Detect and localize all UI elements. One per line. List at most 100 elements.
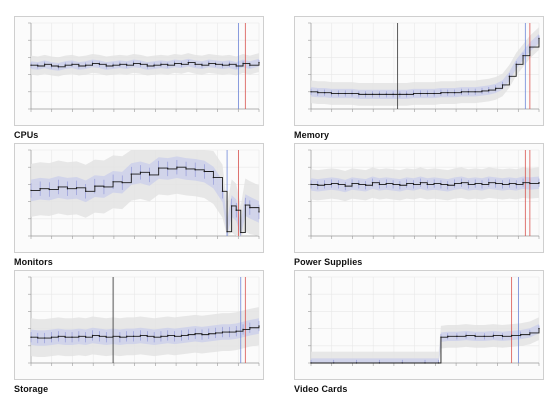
data-point xyxy=(126,64,128,66)
chart-tile-video-cards[interactable]: Video Cards xyxy=(294,270,546,400)
chart-tile-power-supplies[interactable]: Power Supplies xyxy=(294,143,546,273)
data-point xyxy=(515,63,517,65)
data-point xyxy=(71,63,73,65)
price-line xyxy=(311,182,540,187)
data-point xyxy=(85,336,87,338)
data-point xyxy=(201,64,203,66)
data-point xyxy=(520,333,522,336)
data-point xyxy=(173,62,176,65)
data-point xyxy=(146,335,148,338)
data-point xyxy=(474,91,476,93)
data-point xyxy=(508,75,511,78)
chart-video-cards xyxy=(294,270,544,380)
data-point xyxy=(157,167,160,169)
data-point xyxy=(378,183,381,186)
chart-title-cpus: CPUs xyxy=(14,130,39,140)
data-point xyxy=(481,90,483,92)
data-point xyxy=(355,362,358,364)
data-point xyxy=(221,64,224,66)
data-point xyxy=(201,333,203,336)
range-band-inner xyxy=(31,156,259,236)
data-point xyxy=(344,92,346,95)
data-point xyxy=(310,91,312,93)
data-point xyxy=(208,62,210,65)
data-point xyxy=(194,169,196,171)
data-point xyxy=(37,65,39,67)
data-point xyxy=(39,188,41,190)
data-point xyxy=(433,182,435,185)
data-point xyxy=(401,362,403,364)
data-point xyxy=(50,336,53,338)
data-point xyxy=(167,168,169,170)
data-point xyxy=(258,211,260,213)
chart-monitors xyxy=(14,143,264,253)
chart-storage xyxy=(14,270,264,380)
data-point xyxy=(323,91,326,94)
data-point xyxy=(78,65,80,67)
data-point xyxy=(112,64,114,66)
data-point xyxy=(244,204,247,206)
data-point xyxy=(173,335,176,338)
data-point xyxy=(378,93,381,96)
data-point xyxy=(230,205,233,207)
data-point xyxy=(358,183,360,186)
data-point xyxy=(66,188,69,190)
data-point xyxy=(453,91,456,94)
data-point xyxy=(483,335,485,338)
data-point xyxy=(378,362,381,364)
data-point xyxy=(358,93,360,96)
data-point xyxy=(344,185,346,187)
data-point xyxy=(132,335,135,338)
data-point xyxy=(317,91,319,94)
data-point xyxy=(501,183,504,186)
range-band-inner xyxy=(311,33,539,100)
data-point xyxy=(385,182,387,185)
data-point xyxy=(91,334,94,337)
data-point xyxy=(249,206,251,209)
data-point xyxy=(392,93,394,96)
data-point xyxy=(64,64,66,66)
data-point xyxy=(153,64,155,66)
data-point xyxy=(57,66,60,68)
data-point xyxy=(333,362,335,364)
chart-title-video-cards: Video Cards xyxy=(294,384,348,394)
data-point xyxy=(160,63,162,65)
data-point xyxy=(176,166,178,168)
data-point xyxy=(365,93,367,96)
data-point xyxy=(78,335,80,338)
data-point xyxy=(194,63,196,65)
data-point xyxy=(167,64,169,66)
data-point xyxy=(337,92,340,95)
chart-tile-storage[interactable]: Storage xyxy=(14,270,266,400)
data-point xyxy=(50,65,53,67)
data-point xyxy=(98,63,101,65)
chart-tile-memory[interactable]: Memory xyxy=(294,16,546,146)
data-point xyxy=(71,336,73,338)
data-point xyxy=(522,54,524,57)
data-point xyxy=(522,181,524,184)
data-point xyxy=(371,181,374,184)
data-point xyxy=(103,186,105,188)
data-point xyxy=(240,231,242,234)
data-point xyxy=(194,333,196,335)
chart-tile-cpus[interactable]: CPUs xyxy=(14,16,266,146)
chart-storage-svg xyxy=(28,276,260,366)
data-point xyxy=(412,92,415,95)
data-point xyxy=(538,181,540,184)
data-point xyxy=(126,335,128,338)
data-point xyxy=(85,190,87,192)
data-point xyxy=(323,183,326,186)
data-point xyxy=(419,181,422,184)
data-point xyxy=(515,183,517,186)
data-point xyxy=(538,327,540,330)
data-point xyxy=(437,362,440,364)
data-point xyxy=(494,87,497,90)
data-point xyxy=(467,183,470,186)
data-point xyxy=(447,335,449,338)
data-point xyxy=(460,181,463,184)
data-point xyxy=(242,62,244,65)
data-point xyxy=(317,184,319,186)
data-point xyxy=(492,334,495,337)
chart-tile-monitors[interactable]: Monitors xyxy=(14,143,266,273)
data-point xyxy=(139,334,142,337)
